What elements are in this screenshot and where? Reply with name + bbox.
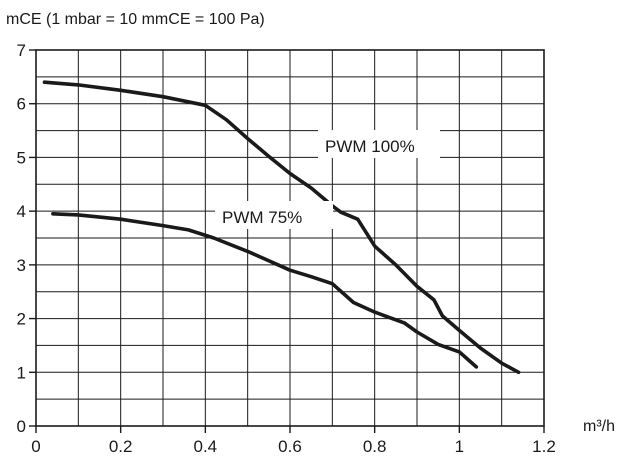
x-tick-label: 0.2 <box>109 437 133 456</box>
x-tick-label: 0.4 <box>194 437 218 456</box>
series-label-pwm-100: PWM 100% <box>325 137 415 156</box>
x-tick-label: 0.8 <box>363 437 387 456</box>
y-tick-label: 4 <box>17 202 26 221</box>
axis-ticks <box>29 49 545 433</box>
y-axis-label: mCE (1 mbar = 10 mmCE = 100 Pa) <box>6 11 265 28</box>
y-tick-label: 3 <box>17 256 26 275</box>
y-tick-label: 0 <box>17 417 26 436</box>
y-tick-label: 6 <box>17 95 26 114</box>
y-tick-label: 2 <box>17 310 26 329</box>
y-tick-label: 1 <box>17 363 26 382</box>
grid <box>36 50 544 426</box>
series-labels: PWM 100% PWM 75% <box>215 130 440 229</box>
series-label-bg-pwm-100 <box>318 130 440 158</box>
series-line-pwm-75 <box>51 212 479 369</box>
series-label-bg-pwm-75 <box>215 201 333 229</box>
x-tick-label: 1.2 <box>532 437 556 456</box>
y-tick-label: 5 <box>17 148 26 167</box>
series-line-pwm-100 <box>42 80 521 375</box>
y-tick-label: 7 <box>17 41 26 60</box>
tick-labels: 0 0.2 0.4 0.6 0.8 1 1.2 0 1 2 3 4 5 6 7 <box>17 41 556 456</box>
x-axis-label: m³/h <box>583 418 615 435</box>
x-tick-label: 1 <box>455 437 464 456</box>
series-label-pwm-75: PWM 75% <box>222 208 302 227</box>
x-tick-label: 0.6 <box>278 437 302 456</box>
data-series <box>42 80 521 375</box>
x-tick-label: 0 <box>31 437 40 456</box>
